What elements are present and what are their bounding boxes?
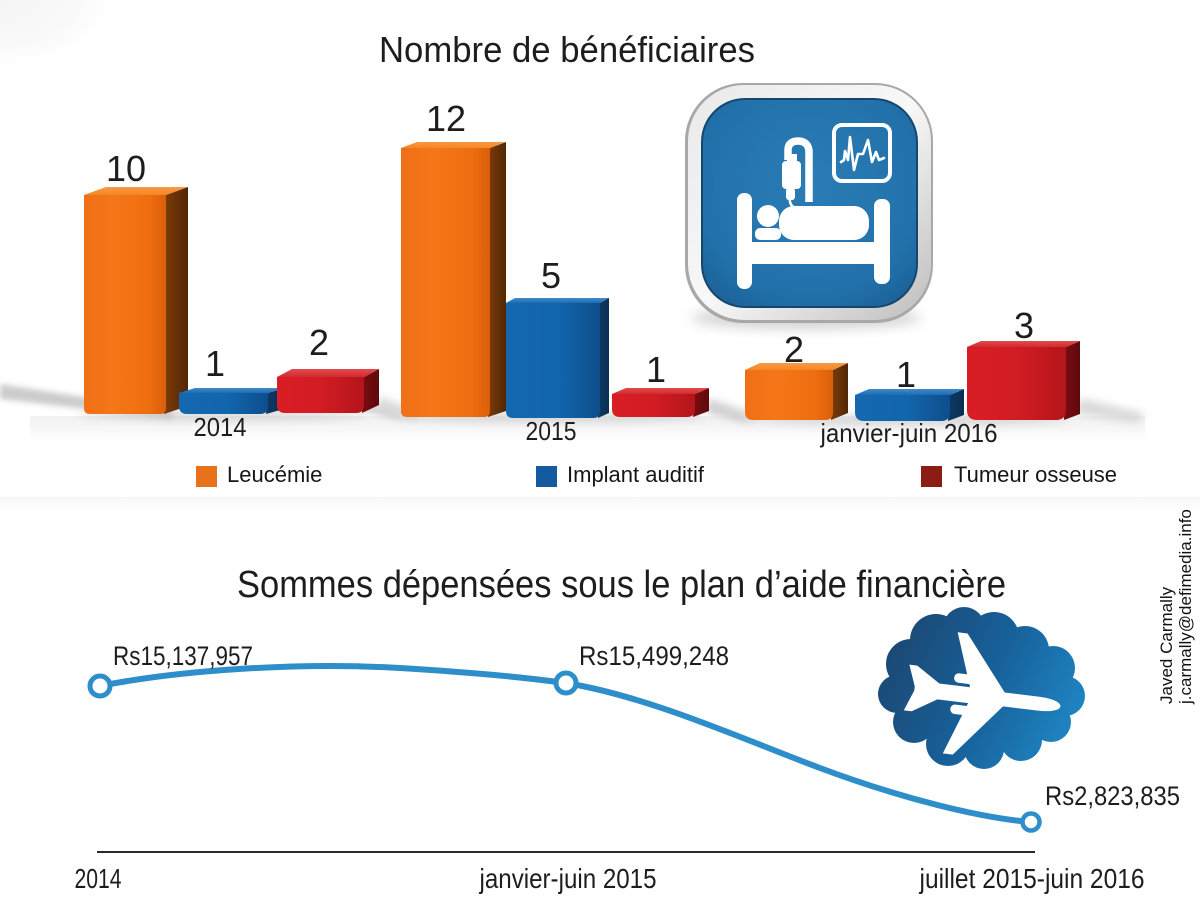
svg-text:janvier-juin 2016: janvier-juin 2016 (820, 418, 998, 448)
svg-text:1: 1 (205, 343, 225, 384)
svg-text:Implant auditif: Implant auditif (567, 462, 705, 487)
svg-text:Sommes dépensées sous le plan: Sommes dépensées sous le plan d’aide fin… (237, 564, 1006, 606)
svg-text:Javed Carmally: Javed Carmally (1157, 586, 1176, 704)
svg-text:Nombre de bénéficiaires: Nombre de bénéficiaires (379, 29, 755, 70)
svg-text:2: 2 (309, 322, 329, 363)
svg-text:Rs15,499,248: Rs15,499,248 (579, 641, 729, 671)
svg-text:2014: 2014 (75, 863, 122, 894)
svg-text:12: 12 (426, 98, 466, 139)
svg-text:Tumeur osseuse: Tumeur osseuse (954, 462, 1117, 487)
svg-text:janvier-juin 2015: janvier-juin 2015 (479, 863, 657, 894)
svg-text:Rs15,137,957: Rs15,137,957 (113, 641, 253, 671)
svg-text:1: 1 (646, 349, 666, 390)
svg-text:Leucémie: Leucémie (227, 462, 322, 487)
svg-text:2: 2 (784, 329, 804, 370)
svg-text:j.carmally@defimedia.info: j.carmally@defimedia.info (1176, 509, 1195, 705)
svg-text:1: 1 (896, 354, 916, 395)
svg-text:5: 5 (541, 255, 561, 296)
svg-text:2015: 2015 (526, 416, 577, 446)
svg-text:10: 10 (106, 148, 146, 189)
svg-text:Rs2,823,835: Rs2,823,835 (1045, 781, 1180, 811)
svg-text:3: 3 (1014, 305, 1034, 346)
svg-text:juillet 2015-juin 2016: juillet 2015-juin 2016 (919, 863, 1145, 894)
svg-text:2014: 2014 (194, 412, 247, 442)
